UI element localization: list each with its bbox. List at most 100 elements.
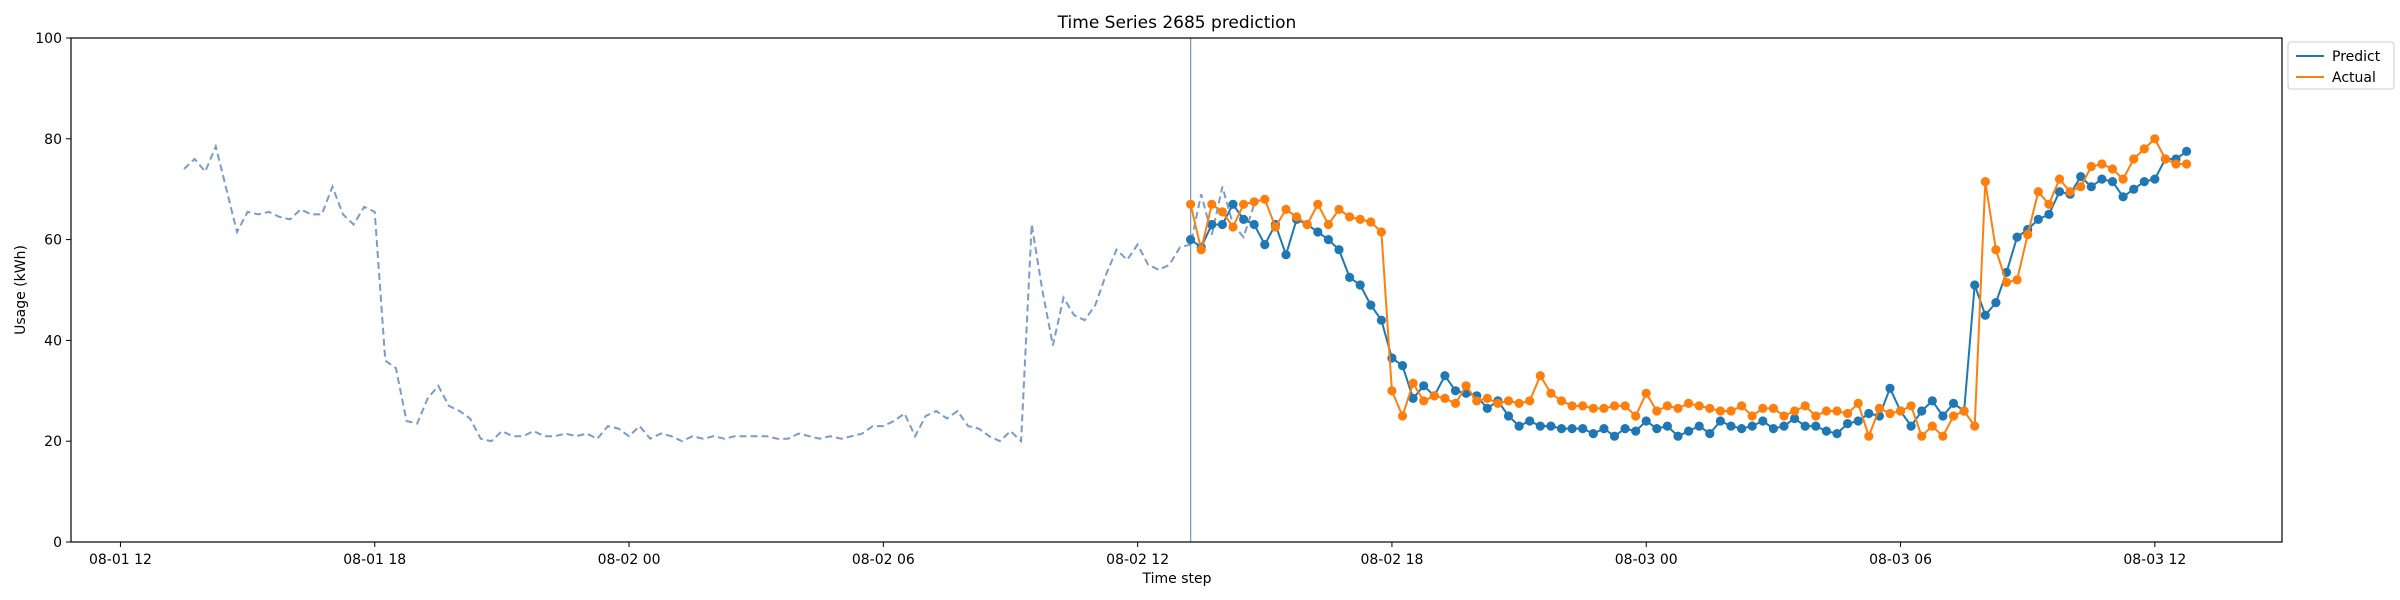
x-axis-label: Time step xyxy=(1142,571,1212,587)
actual-point xyxy=(2001,277,2012,287)
actual-point xyxy=(2023,230,2033,240)
x-tick-label: 08-03 00 xyxy=(1615,552,1678,568)
actual-point xyxy=(1196,245,1206,255)
predict-point xyxy=(1758,416,1768,426)
x-tick-label: 08-02 12 xyxy=(1106,552,1169,568)
actual-point xyxy=(1927,421,1937,431)
predict-point xyxy=(2139,177,2149,187)
legend: Predict Actual xyxy=(2287,41,2395,90)
predict-point xyxy=(2076,172,2086,182)
actual-point xyxy=(1705,403,1715,413)
actual-point xyxy=(1419,396,1429,406)
predict-point xyxy=(1864,408,1874,419)
actual-point xyxy=(1609,401,1620,411)
predict-point xyxy=(1397,361,1408,371)
predict-point xyxy=(1970,280,1980,290)
predict-point xyxy=(1249,219,1259,230)
legend-label-predict: Predict xyxy=(2332,49,2381,65)
actual-point xyxy=(1800,401,1810,411)
actual-point xyxy=(2097,159,2107,169)
predict-point xyxy=(1588,429,1598,439)
actual-point xyxy=(1726,406,1736,416)
actual-point xyxy=(1514,398,1524,408)
actual-point xyxy=(1938,431,1948,441)
y-tick-label: 40 xyxy=(44,333,62,349)
actual-point xyxy=(2139,144,2149,154)
predict-point xyxy=(1514,421,1524,431)
actual-point xyxy=(2086,161,2096,172)
actual-point xyxy=(2171,159,2181,169)
actual-point xyxy=(2150,134,2160,144)
predict-point xyxy=(1779,421,1789,431)
predict-point xyxy=(1652,424,1662,434)
x-tick-label: 08-03 12 xyxy=(2123,552,2186,568)
predict-point xyxy=(1980,310,1990,320)
predict-point xyxy=(1525,416,1535,426)
actual-point xyxy=(1355,214,1365,224)
actual-point xyxy=(1652,406,1662,416)
predict-point xyxy=(2086,182,2096,192)
actual-point xyxy=(1747,411,1757,421)
predict-point xyxy=(1355,280,1365,290)
x-tick-label: 08-03 06 xyxy=(1869,552,1932,568)
predict-point xyxy=(1737,424,1747,434)
predict-point xyxy=(1885,383,1895,393)
actual-point xyxy=(1715,406,1725,416)
predict-point xyxy=(1440,371,1450,381)
actual-point xyxy=(2033,187,2043,197)
actual-point xyxy=(1980,177,1990,187)
actual-point xyxy=(1588,403,1598,413)
predict-point xyxy=(1906,421,1916,431)
predict-point xyxy=(2033,214,2043,224)
predict-point xyxy=(1207,219,1217,230)
predict-point xyxy=(2150,174,2160,184)
predict-point xyxy=(1715,416,1725,426)
predict-point xyxy=(1948,398,1959,408)
actual-point xyxy=(2107,164,2118,174)
y-tick-label: 20 xyxy=(44,434,62,450)
predict-point xyxy=(1186,235,1196,245)
actual-point xyxy=(1821,406,1831,416)
actual-point xyxy=(1970,421,1980,431)
actual-point xyxy=(1917,431,1927,441)
actual-point xyxy=(1737,401,1747,411)
actual-point xyxy=(1228,222,1238,232)
predict-point xyxy=(2097,174,2107,184)
actual-point xyxy=(1535,371,1545,381)
predict-point xyxy=(1747,421,1757,431)
actual-point xyxy=(1429,391,1439,401)
actual-point xyxy=(1567,401,1577,411)
actual-point xyxy=(1387,386,1397,396)
predict-point xyxy=(1917,406,1927,416)
predict-point xyxy=(1684,426,1694,436)
actual-point xyxy=(1482,393,1492,403)
actual-point xyxy=(1578,401,1588,411)
legend-label-actual: Actual xyxy=(2332,70,2376,86)
actual-point xyxy=(1758,403,1768,413)
predict-point xyxy=(1811,421,1821,431)
actual-point xyxy=(1895,406,1906,416)
actual-point xyxy=(2160,154,2170,164)
actual-point xyxy=(2012,275,2022,285)
predict-point xyxy=(1599,424,1609,434)
actual-point xyxy=(1694,401,1704,411)
actual-point xyxy=(1281,204,1291,214)
predict-point xyxy=(1726,421,1736,431)
actual-point xyxy=(2118,174,2128,184)
plot-area xyxy=(183,38,2192,542)
actual-point xyxy=(1493,398,1503,408)
y-tick-label: 0 xyxy=(53,535,62,551)
actual-point xyxy=(1525,396,1535,406)
actual-point xyxy=(1408,378,1418,388)
actual-point xyxy=(1366,217,1376,227)
predict-point xyxy=(1938,411,1948,421)
predict-point xyxy=(1556,424,1567,434)
actual-point xyxy=(1472,396,1482,406)
actual-point xyxy=(2076,182,2086,192)
predict-point xyxy=(1503,411,1514,421)
actual-point xyxy=(1843,408,1853,419)
actual-point xyxy=(1959,406,1969,416)
actual-point xyxy=(1641,388,1651,398)
predict-point xyxy=(1366,300,1376,310)
predict-point xyxy=(1768,424,1778,434)
